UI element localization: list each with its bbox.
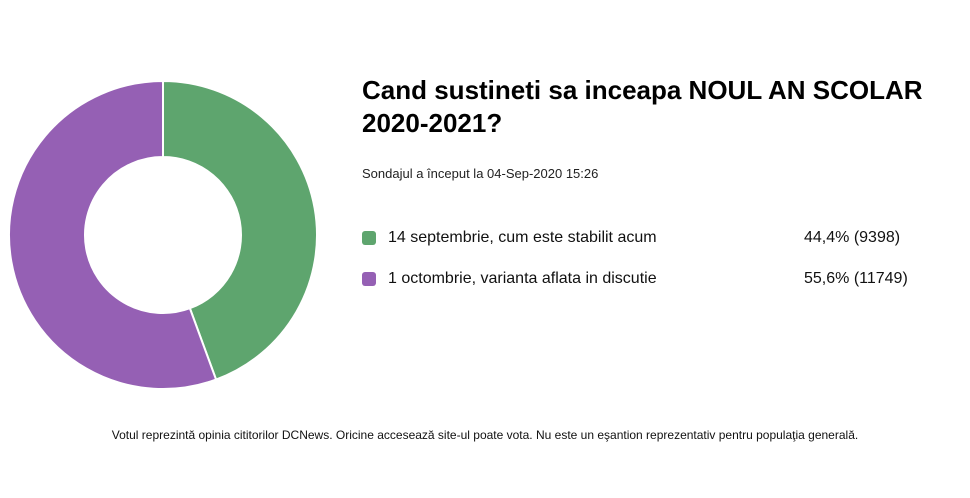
legend-swatch-green [362, 231, 376, 245]
legend: 14 septembrie, cum este stabilit acum 44… [362, 226, 932, 308]
donut-slice-2 [8, 79, 218, 390]
legend-item: 14 septembrie, cum este stabilit acum 44… [362, 226, 932, 250]
legend-swatch-purple [362, 272, 376, 286]
donut-chart [8, 79, 318, 390]
donut-slice-1 [162, 79, 318, 381]
legend-item: 1 octombrie, varianta aflata in discutie… [362, 267, 932, 291]
legend-label: 14 septembrie, cum este stabilit acum [388, 229, 657, 246]
chart-title: Cand sustineti sa inceapa NOUL AN SCOLAR… [362, 75, 923, 138]
legend-value: 55,6% (11749) [804, 270, 908, 287]
legend-value: 44,4% (9398) [804, 229, 901, 246]
poll-start-date: Sondajul a început la 04-Sep-2020 15:26 [362, 166, 599, 181]
disclaimer-footnote: Votul reprezintă opinia cititorilor DCNe… [111, 428, 859, 442]
legend-label: 1 octombrie, varianta aflata in discutie [388, 270, 657, 287]
